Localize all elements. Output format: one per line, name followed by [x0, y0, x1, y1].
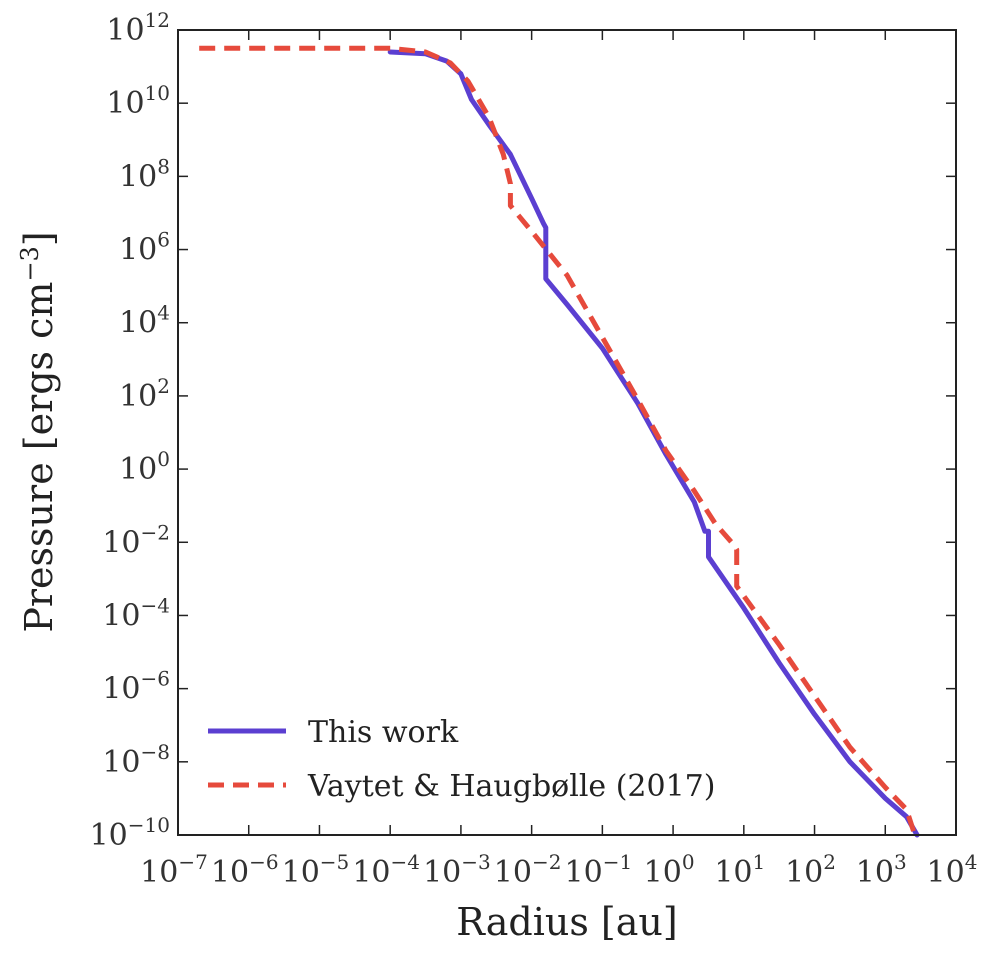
y-axis-title-main: Pressure [ergs cm [17, 282, 61, 633]
x-tick-label: 10−5 [282, 850, 350, 890]
x-tick-label: 10−7 [140, 850, 208, 890]
series-line-vaytet-haugbolle [199, 45, 916, 833]
y-tick-label: 104 [119, 301, 170, 341]
tick-layer [177, 29, 957, 836]
y-tick-label: 10−4 [102, 593, 170, 633]
x-tick-label: 103 [856, 850, 907, 890]
y-tick-label: 106 [119, 228, 170, 268]
y-tick-label: 1010 [106, 81, 170, 121]
y-tick-label: 102 [119, 374, 170, 414]
legend: This work Vaytet & Haugbølle (2017) [208, 715, 715, 804]
y-tick-label: 10−10 [90, 813, 170, 853]
tick-label-layer: 10−7 10−6 10−5 10−4 10−3 10−2 10−1 100 101 102 103… [90, 8, 978, 890]
x-axis-title: Radius [au] [456, 900, 677, 944]
x-tick-label: 10−2 [494, 850, 562, 890]
x-tick-label: 104 [927, 850, 978, 890]
x-tick-label: 100 [644, 850, 695, 890]
series-layer [199, 45, 920, 838]
x-tick-label: 10−4 [352, 850, 420, 890]
y-tick-label: 10−2 [102, 520, 170, 560]
plot-frame [177, 29, 957, 836]
x-tick-label: 102 [785, 850, 836, 890]
series-line-this-work [387, 49, 920, 838]
y-tick-label: 10−8 [102, 740, 170, 780]
y-tick-label: 100 [119, 447, 170, 487]
x-tick-label: 10−3 [423, 850, 491, 890]
y-axis-title-exponent: −3 [16, 246, 44, 281]
x-tick-label: 10−6 [211, 850, 279, 890]
y-tick-label: 108 [119, 154, 170, 194]
x-tick-label: 101 [714, 850, 765, 890]
y-axis-title: Pressure [ergs cm−3] [16, 231, 61, 632]
y-tick-label: 10−6 [102, 667, 170, 707]
y-axis-title-close: ] [17, 231, 61, 246]
legend-label-this-work: This work [308, 715, 459, 750]
legend-label-vaytet: Vaytet & Haugbølle (2017) [307, 769, 715, 804]
y-tick-label: 1012 [106, 8, 170, 48]
x-tick-label: 10−1 [565, 850, 633, 890]
